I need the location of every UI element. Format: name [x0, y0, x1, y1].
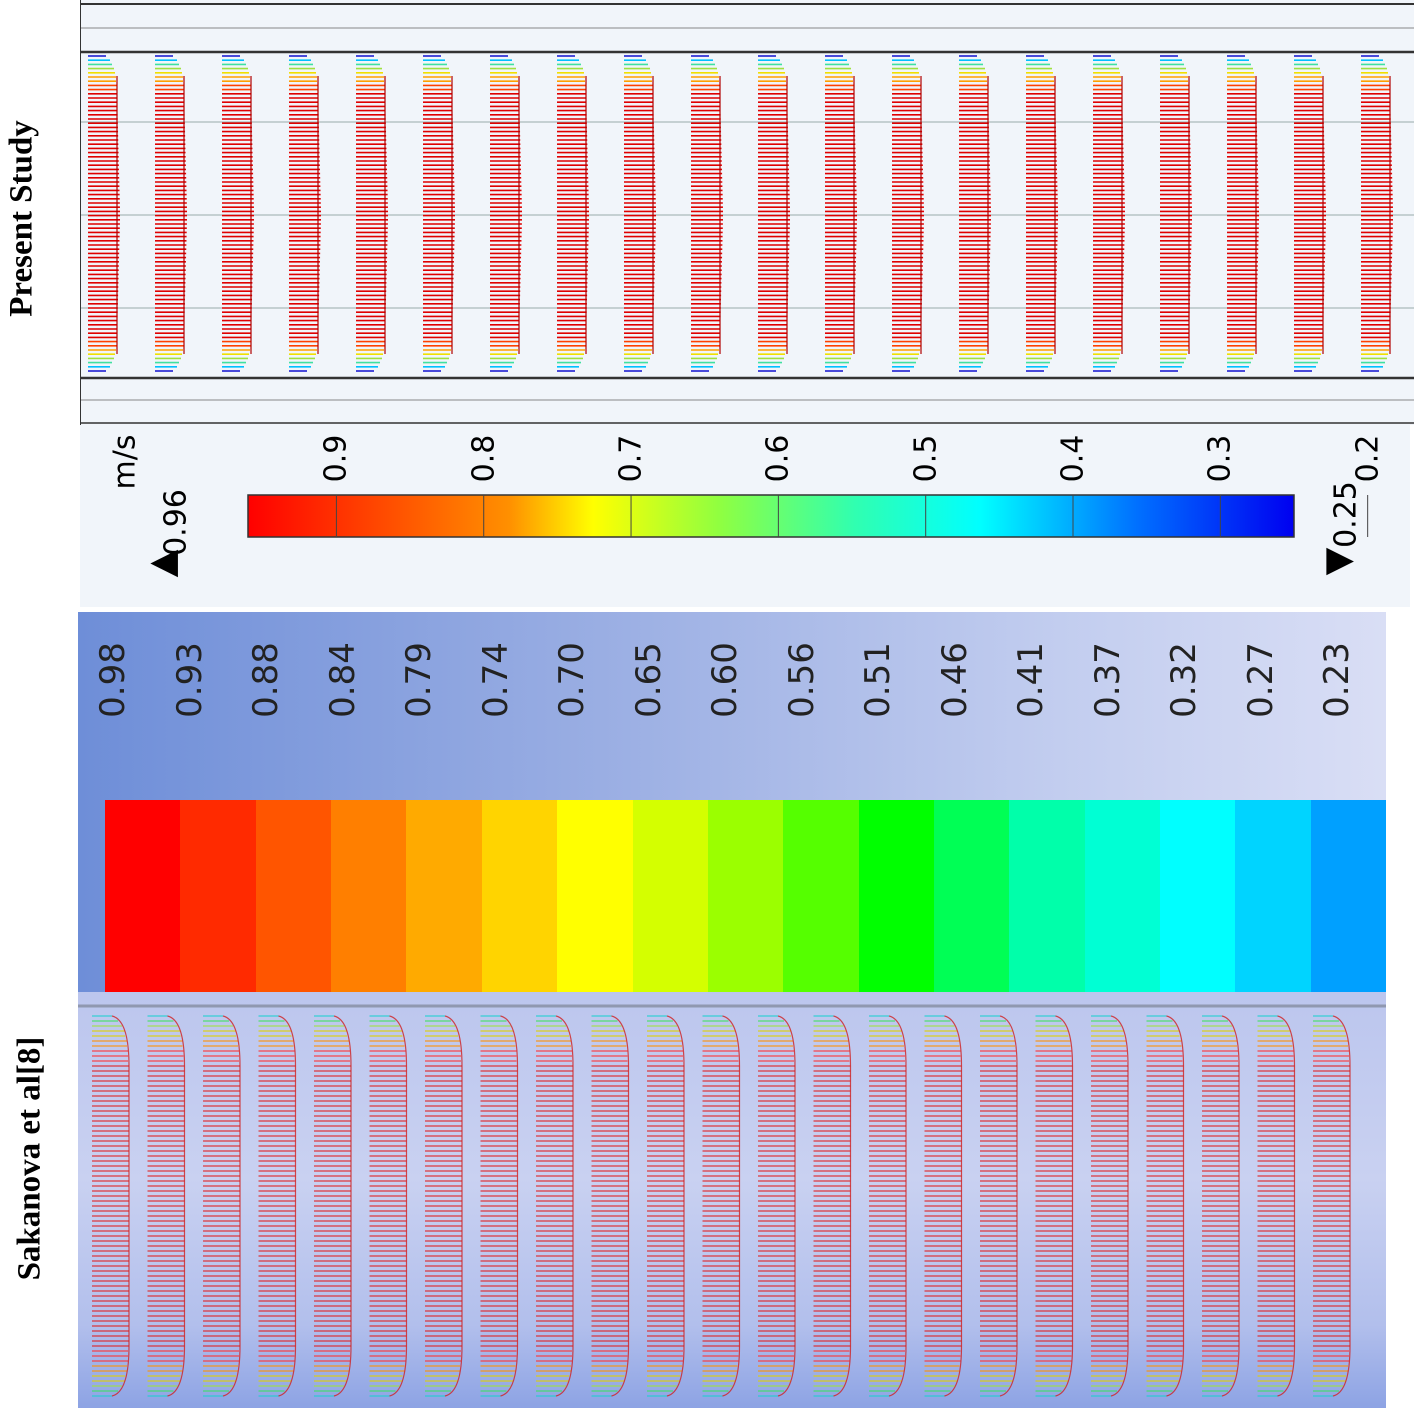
reference-colorbar-tick-label: 0.88	[246, 642, 286, 718]
top-velocity-profile	[1026, 55, 1058, 372]
top-colorbar-tick-label: 0.9	[318, 434, 354, 483]
top-velocity-profile	[959, 55, 991, 372]
min-marker-icon: ▼	[1317, 547, 1359, 576]
top-velocity-profile	[289, 55, 321, 372]
reference-velocity-profile	[425, 1015, 463, 1397]
reference-colorbar-band	[858, 800, 934, 992]
top-vector-svg	[80, 0, 1414, 425]
reference-colorbar-tick-label: 0.93	[169, 642, 210, 718]
reference-velocity-profile	[924, 1015, 963, 1397]
top-velocity-profile	[1093, 55, 1125, 372]
top-velocity-profile	[758, 55, 790, 372]
top-colorbar-tick-label: 0.3	[1202, 434, 1238, 483]
top-velocity-profile	[1227, 55, 1259, 372]
reference-colorbar-tick-label: 0.79	[399, 642, 439, 718]
reference-colorbar-tick-label: 0.65	[628, 642, 669, 718]
reference-velocity-profile	[869, 1015, 907, 1397]
top-velocity-profile	[1160, 55, 1192, 372]
top-colorbar-tick-label: 0.6	[760, 434, 796, 483]
reference-colorbar-band	[255, 800, 332, 992]
reference-velocity-profile	[647, 1015, 685, 1397]
reference-vector-plot	[78, 992, 1386, 1408]
reference-colorbar-band	[557, 800, 633, 992]
top-color-legend: m/s 0.96 ▲ 0.9 0.8 0.7 0.6 0.5 0.4 0.3 0.2 0.25…	[80, 425, 1410, 607]
top-colorbar	[247, 494, 1295, 538]
top-colorbar-tick-label: 0.5	[908, 434, 944, 483]
reference-colorbar-tick-label: 0.74	[475, 642, 516, 718]
top-colorbar-tick-label: 0.8	[466, 434, 502, 483]
reference-colorbar-band	[406, 800, 482, 992]
reference-colorbar-band	[1310, 800, 1387, 992]
reference-velocity-profile	[980, 1015, 1018, 1397]
reference-colorbar-tick-label: 0.46	[934, 642, 975, 718]
top-velocity-profile	[222, 55, 254, 372]
reference-colorbar-tick-label: 0.60	[705, 642, 745, 718]
top-colorbar-svg	[247, 494, 1369, 538]
reference-colorbar-band	[1084, 800, 1161, 992]
top-colorbar-tick-label: 0.4	[1055, 434, 1091, 483]
top-velocity-profile	[423, 55, 455, 372]
reference-colorbar-band	[632, 800, 708, 992]
reference-colorbar-tick-label: 0.41	[1011, 642, 1051, 718]
reference-velocity-profile	[1313, 1015, 1351, 1397]
reference-colorbar-tick-label: 0.56	[781, 642, 822, 718]
reference-colorbar-tick-label: 0.32	[1164, 642, 1204, 718]
reference-velocity-profile	[1146, 1015, 1185, 1397]
reference-velocity-profile	[1035, 1015, 1074, 1397]
reference-colorbar-tick-label: 0.51	[858, 642, 898, 718]
reference-velocity-profile	[591, 1015, 630, 1397]
reference-colorbar-tick-label: 0.84	[322, 642, 363, 718]
reference-colorbar-tick-label: 0.70	[552, 642, 592, 718]
reference-colorbar-band	[1235, 800, 1311, 992]
reference-colorbar-band	[783, 800, 859, 992]
reference-colorbar-tick-label: 0.23	[1317, 642, 1357, 718]
reference-colorbar-band	[481, 800, 558, 992]
bottom-vector-svg	[78, 1004, 1386, 1397]
reference-velocity-profile	[813, 1015, 852, 1397]
reference-colorbar-band	[105, 800, 181, 992]
top-velocity-profile	[557, 55, 589, 372]
reference-colorbar-tick-label: 0.37	[1087, 642, 1128, 718]
reference-velocity-profile	[92, 1015, 130, 1397]
reference-velocity-profile	[480, 1015, 519, 1397]
reference-velocity-profile	[702, 1015, 741, 1397]
top-velocity-profile	[155, 55, 187, 372]
reference-colorbar-tick-label: 0.98	[93, 642, 133, 718]
reference-velocity-profile	[758, 1015, 796, 1397]
reference-colorbar-band	[331, 800, 407, 992]
top-velocity-profile	[490, 55, 522, 372]
top-velocity-profile	[356, 55, 388, 372]
reference-colorbar-band	[1160, 800, 1236, 992]
reference-velocity-profile	[258, 1015, 297, 1397]
top-velocity-profile	[88, 55, 120, 372]
top-velocity-profile	[1294, 55, 1326, 372]
reference-velocity-profile	[1202, 1015, 1240, 1397]
reference-colorbar-tick-label: 0.27	[1240, 642, 1281, 718]
reference-colorbar-band	[707, 800, 784, 992]
top-velocity-profile	[1361, 55, 1393, 372]
present-study-label: Present Study	[3, 120, 40, 317]
present-study-vector-plot	[80, 0, 1414, 425]
top-velocity-profile	[892, 55, 924, 372]
top-velocity-profile	[825, 55, 857, 372]
reference-colorbar	[105, 800, 1387, 992]
reference-velocity-profile	[203, 1015, 241, 1397]
reference-velocity-profile	[314, 1015, 352, 1397]
top-colorbar-tick-label: 0.7	[613, 434, 649, 483]
reference-colorbar-band	[180, 800, 256, 992]
reference-velocity-profile	[1257, 1015, 1296, 1397]
reference-velocity-profile	[1091, 1015, 1129, 1397]
reference-study-label: Sakanova et al[8]	[11, 1036, 48, 1281]
top-velocity-profile	[691, 55, 723, 372]
reference-color-legend: 0.98 0.93 0.88 0.84 0.79 0.74 0.70 0.65 0.60 0.56…	[78, 612, 1387, 992]
reference-velocity-profile	[536, 1015, 574, 1397]
reference-colorbar-band	[933, 800, 1010, 992]
top-velocity-profile	[624, 55, 656, 372]
reference-velocity-profile	[369, 1015, 408, 1397]
reference-velocity-profile	[147, 1015, 186, 1397]
reference-colorbar-band	[1009, 800, 1085, 992]
